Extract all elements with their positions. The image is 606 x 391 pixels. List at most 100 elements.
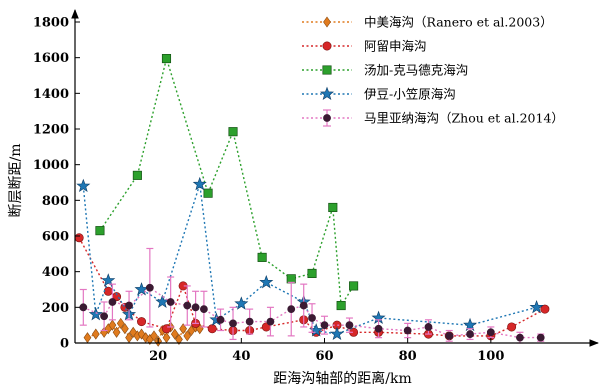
legend-item-mariana: 马里亚纳海沟（Zhou et al.2014） bbox=[302, 109, 564, 127]
series-central-america bbox=[83, 317, 204, 347]
data-point-mariana bbox=[229, 319, 237, 328]
plot-area bbox=[74, 54, 550, 347]
data-point-tonga-kermadec bbox=[328, 202, 338, 213]
legend-label: 汤加-克马德克海沟 bbox=[364, 63, 468, 78]
legend-marker bbox=[322, 65, 332, 75]
y-tick-label: 1400 bbox=[33, 87, 69, 102]
series-line-tonga-kermadec bbox=[99, 55, 355, 308]
y-tick-label: 200 bbox=[42, 301, 69, 316]
data-point-mariana bbox=[445, 331, 454, 340]
data-point-mariana bbox=[108, 298, 117, 306]
legend-marker bbox=[323, 16, 331, 28]
data-point-mariana bbox=[424, 323, 433, 331]
data-point-aleutian bbox=[507, 322, 517, 332]
data-point-izu-bonin bbox=[463, 317, 478, 332]
x-ticks: 20 40 60 80 100 bbox=[149, 338, 504, 364]
data-point-tonga-kermadec bbox=[286, 274, 296, 284]
data-point-central-america bbox=[179, 323, 187, 335]
data-point-mariana bbox=[299, 301, 308, 310]
series-line-aleutian bbox=[78, 237, 546, 337]
y-axis-title: 断层断距/m bbox=[8, 144, 24, 218]
series-mariana bbox=[79, 247, 545, 344]
data-point-mariana bbox=[125, 301, 133, 310]
legend-item-izu-bonin: 伊豆-小笠原海沟 bbox=[302, 87, 456, 102]
data-point-tonga-kermadec bbox=[203, 188, 213, 198]
data-point-tonga-kermadec bbox=[161, 54, 172, 64]
data-point-mariana bbox=[145, 283, 154, 292]
legend: 中美海沟（Ranero et al.2003） 阿留申海沟汤加-克马德克海沟伊豆-… bbox=[302, 15, 564, 127]
data-point-aleutian bbox=[161, 324, 171, 334]
legend-label: 伊豆-小笠原海沟 bbox=[364, 87, 456, 102]
data-point-izu-bonin bbox=[76, 178, 91, 193]
data-point-central-america bbox=[150, 330, 158, 342]
data-point-mariana bbox=[403, 326, 412, 335]
data-point-central-america bbox=[91, 328, 100, 340]
x-tick-label: 20 bbox=[149, 349, 167, 364]
legend-label: 马里亚纳海沟（Zhou et al.2014） bbox=[364, 111, 564, 126]
x-tick-label: 40 bbox=[232, 349, 250, 364]
legend-item-central-america: 中美海沟（Ranero et al.2003） bbox=[302, 15, 553, 30]
data-point-izu-bonin bbox=[88, 307, 103, 321]
data-point-izu-bonin bbox=[529, 299, 544, 314]
data-point-tonga-kermadec bbox=[336, 301, 346, 311]
x-axis-title: 距海沟轴部的距离/km bbox=[273, 370, 411, 387]
data-point-central-america bbox=[175, 333, 183, 345]
y-tick-label: 1800 bbox=[33, 16, 69, 31]
x-tick-label: 60 bbox=[315, 349, 333, 364]
legend-item-tonga-kermadec: 汤加-克马德克海沟 bbox=[302, 63, 468, 78]
data-point-aleutian bbox=[103, 286, 113, 296]
data-point-mariana bbox=[191, 303, 200, 312]
series-line-izu-bonin bbox=[82, 184, 537, 335]
legend-marker bbox=[323, 114, 331, 122]
y-tick-label: 1200 bbox=[33, 123, 69, 138]
data-point-mariana bbox=[216, 315, 225, 324]
data-point-izu-bonin bbox=[134, 282, 149, 296]
data-point-mariana bbox=[345, 321, 354, 330]
data-point-mariana bbox=[466, 330, 474, 338]
y-tick-label: 800 bbox=[42, 194, 69, 209]
data-point-tonga-kermadec bbox=[132, 170, 142, 180]
y-tick-label: 1600 bbox=[33, 51, 69, 66]
data-point-izu-bonin bbox=[234, 296, 249, 310]
x-tick-label: 80 bbox=[399, 349, 417, 364]
legend-label: 中美海沟（Ranero et al.2003） bbox=[364, 15, 553, 30]
series-tonga-kermadec bbox=[95, 54, 359, 311]
data-point-mariana bbox=[308, 314, 316, 322]
y-ticks: 0 200 400 600 800 1000 1200 1400 1600 1800 bbox=[33, 16, 80, 352]
legend-item-aleutian: 阿留申海沟 bbox=[302, 39, 427, 54]
data-point-mariana bbox=[245, 317, 254, 326]
data-point-aleutian bbox=[74, 233, 84, 243]
data-point-izu-bonin bbox=[155, 294, 170, 308]
data-point-central-america bbox=[116, 317, 125, 329]
data-point-mariana bbox=[374, 324, 383, 333]
data-point-izu-bonin bbox=[329, 326, 344, 341]
data-point-mariana bbox=[200, 305, 208, 314]
legend-label: 阿留申海沟 bbox=[364, 39, 427, 54]
data-point-central-america bbox=[129, 326, 138, 338]
data-point-central-america bbox=[183, 330, 192, 342]
data-point-mariana bbox=[516, 333, 524, 342]
y-tick-label: 1000 bbox=[33, 158, 69, 173]
data-point-mariana bbox=[166, 298, 175, 306]
data-point-tonga-kermadec bbox=[257, 252, 267, 262]
data-point-izu-bonin bbox=[192, 176, 207, 191]
data-point-mariana bbox=[100, 312, 109, 321]
data-point-central-america bbox=[170, 328, 179, 340]
data-point-tonga-kermadec bbox=[307, 268, 317, 278]
data-point-tonga-kermadec bbox=[228, 127, 238, 137]
data-point-central-america bbox=[108, 319, 117, 331]
data-point-central-america bbox=[121, 323, 129, 335]
y-tick-label: 400 bbox=[42, 265, 69, 280]
y-tick-label: 600 bbox=[42, 230, 69, 245]
data-point-central-america bbox=[112, 326, 121, 338]
data-point-mariana bbox=[266, 317, 275, 326]
data-point-izu-bonin bbox=[101, 273, 116, 287]
series-layer bbox=[74, 54, 550, 347]
data-point-izu-bonin bbox=[259, 275, 274, 289]
x-tick-label: 100 bbox=[477, 349, 504, 364]
data-point-mariana bbox=[79, 303, 88, 312]
series-line-mariana bbox=[83, 286, 541, 339]
data-point-mariana bbox=[536, 333, 545, 342]
data-point-central-america bbox=[83, 332, 92, 344]
data-point-tonga-kermadec bbox=[95, 226, 105, 236]
